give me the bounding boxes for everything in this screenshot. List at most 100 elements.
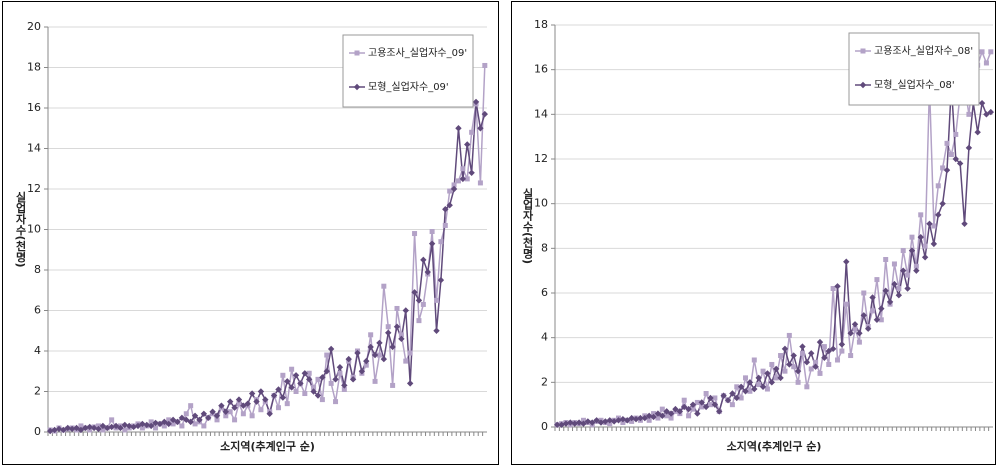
- marker: [838, 341, 846, 348]
- marker: [257, 388, 265, 395]
- marker: [597, 419, 605, 426]
- marker: [327, 345, 335, 353]
- marker: [624, 417, 631, 424]
- marker: [917, 233, 924, 241]
- marker: [764, 370, 771, 377]
- y-tick-label: 6: [34, 304, 41, 317]
- marker: [664, 413, 670, 419]
- marker: [218, 402, 225, 409]
- marker: [607, 421, 613, 427]
- marker: [940, 165, 946, 171]
- marker: [363, 357, 370, 365]
- marker: [756, 382, 762, 388]
- marker: [324, 352, 330, 358]
- y-tick-label: 12: [534, 152, 548, 165]
- marker: [610, 418, 618, 425]
- marker: [345, 355, 352, 363]
- marker: [944, 140, 950, 146]
- marker: [78, 423, 84, 429]
- marker: [183, 416, 190, 424]
- marker: [311, 384, 317, 390]
- marker: [367, 343, 374, 351]
- marker: [580, 417, 586, 423]
- marker: [481, 110, 489, 118]
- marker: [306, 376, 313, 383]
- marker: [240, 411, 246, 417]
- marker: [442, 222, 448, 228]
- marker: [558, 421, 565, 428]
- marker: [390, 382, 396, 388]
- legend-marker: [859, 81, 867, 89]
- marker: [886, 298, 894, 306]
- marker: [861, 290, 867, 296]
- marker: [380, 355, 388, 363]
- marker: [315, 376, 321, 382]
- marker: [847, 330, 854, 337]
- marker: [651, 411, 657, 417]
- y-tick-label: 16: [534, 63, 548, 76]
- marker: [620, 420, 626, 426]
- marker: [472, 98, 480, 106]
- marker: [870, 308, 876, 314]
- marker: [407, 350, 413, 356]
- marker: [301, 370, 309, 377]
- marker: [760, 368, 766, 374]
- marker: [698, 399, 705, 406]
- marker: [447, 188, 453, 194]
- y-tick-label: 14: [27, 142, 41, 155]
- marker: [764, 386, 770, 392]
- marker: [873, 316, 881, 323]
- marker: [908, 247, 916, 254]
- marker: [95, 425, 102, 433]
- marker: [707, 394, 714, 402]
- x-axis-label: 소지역(추계인구 순): [727, 439, 822, 453]
- marker: [446, 202, 453, 209]
- marker: [188, 403, 194, 409]
- marker: [433, 327, 440, 334]
- marker: [368, 332, 374, 338]
- y-tick-label: 4: [541, 331, 548, 344]
- marker: [891, 261, 897, 267]
- marker: [883, 257, 889, 262]
- marker: [213, 412, 221, 419]
- y-tick-label: 20: [27, 20, 41, 33]
- marker: [55, 425, 63, 433]
- marker: [637, 414, 644, 422]
- marker: [746, 379, 754, 386]
- y-axis-label: 실업자수(천명): [521, 187, 534, 264]
- y-tick-label: 0: [34, 425, 41, 438]
- marker: [415, 297, 423, 304]
- marker: [659, 412, 666, 420]
- marker: [733, 394, 740, 402]
- marker: [948, 152, 954, 158]
- marker: [860, 312, 867, 319]
- marker: [336, 364, 344, 371]
- marker: [420, 301, 426, 307]
- y-tick-label: 2: [34, 385, 41, 398]
- marker: [100, 427, 106, 433]
- marker: [191, 412, 199, 419]
- marker: [562, 420, 570, 427]
- marker: [694, 410, 701, 417]
- marker: [482, 62, 488, 68]
- marker: [848, 353, 854, 359]
- marker: [786, 332, 792, 338]
- marker: [174, 418, 181, 426]
- marker: [922, 243, 928, 249]
- marker: [759, 383, 767, 390]
- marker: [602, 418, 609, 425]
- marker: [153, 425, 159, 431]
- y-tick-label: 0: [541, 420, 548, 433]
- marker: [200, 410, 208, 417]
- marker: [712, 395, 718, 401]
- marker: [834, 283, 841, 290]
- marker: [773, 375, 779, 381]
- marker: [628, 414, 635, 422]
- marker: [248, 390, 256, 397]
- y-axis-label: 실업자수(천명): [14, 190, 27, 267]
- marker: [46, 427, 54, 435]
- marker: [781, 345, 789, 353]
- marker: [394, 305, 400, 311]
- marker: [659, 406, 665, 412]
